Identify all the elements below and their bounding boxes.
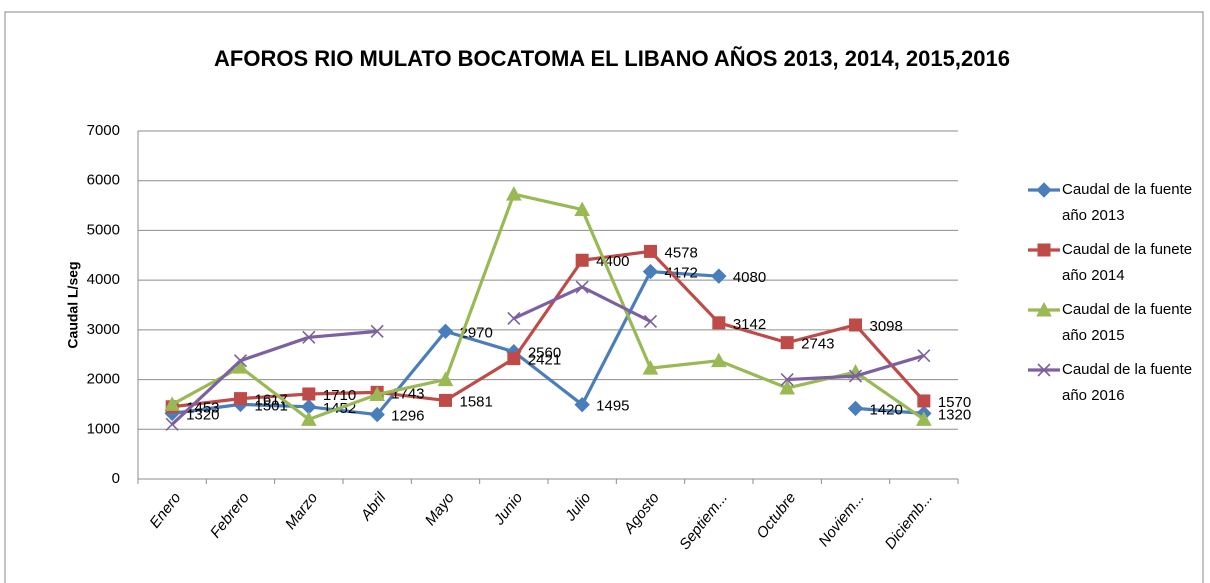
marker (915, 411, 932, 426)
data-label: 1420 (870, 401, 903, 418)
marker (642, 263, 659, 280)
y-tick-label: 3000 (87, 321, 120, 338)
marker (849, 318, 862, 332)
marker (505, 186, 522, 201)
data-label: 1501 (255, 397, 288, 414)
marker (437, 323, 454, 340)
marker (574, 201, 591, 217)
marker (780, 373, 794, 387)
marker (574, 396, 590, 413)
data-label: 1581 (460, 393, 493, 410)
legend-label: Caudal de la fuente año 2015 (1062, 301, 1193, 344)
y-tick-label: 2000 (87, 371, 120, 388)
marker (847, 400, 864, 417)
marker (711, 268, 727, 284)
marker (437, 371, 454, 387)
marker (233, 354, 248, 368)
line (171, 192, 925, 421)
y-axis-title: Caudal L/seg (65, 261, 81, 348)
marker (165, 417, 179, 431)
data-label: 3142 (733, 316, 766, 333)
marker (439, 393, 452, 407)
marker (232, 359, 249, 374)
series (165, 280, 931, 431)
marker (1036, 182, 1052, 198)
marker (710, 352, 727, 368)
marker (1037, 363, 1051, 377)
data-label: 1320 (186, 406, 219, 423)
marker (575, 253, 589, 267)
chart-title: AFOROS RIO MULATO BOCATOMA EL LIBANO AÑO… (214, 46, 1010, 71)
marker (779, 379, 796, 395)
legend-label: Caudal de la fuente año 2016 (1062, 361, 1193, 404)
marker (370, 324, 384, 338)
marker (644, 244, 657, 258)
marker (369, 386, 386, 401)
series (164, 186, 932, 426)
y-tick-label: 4000 (87, 271, 120, 288)
marker (575, 280, 589, 294)
data-label: 1570 (938, 394, 971, 411)
data-label: 1495 (596, 398, 629, 415)
marker (302, 330, 316, 344)
marker (1036, 301, 1052, 317)
data-label: 4080 (733, 269, 766, 286)
marker (300, 411, 317, 426)
y-tick-label: 6000 (87, 172, 120, 189)
data-label: 2560 (528, 345, 561, 362)
data-label: 2970 (460, 324, 493, 341)
y-tick-label: 1000 (87, 420, 120, 437)
marker (917, 349, 931, 363)
marker (780, 336, 794, 350)
marker (848, 369, 863, 383)
marker (234, 392, 247, 406)
marker (642, 360, 659, 375)
marker (369, 406, 385, 423)
data-label: 1320 (938, 406, 971, 423)
y-tick-label: 0 (112, 470, 120, 487)
y-tick-label: 7000 (87, 122, 120, 139)
data-label: 4578 (665, 244, 698, 261)
marker (302, 387, 316, 401)
data-label: 4172 (665, 265, 698, 282)
data-label: 1296 (391, 408, 424, 425)
marker (1037, 243, 1051, 257)
y-tick-label: 5000 (87, 221, 120, 238)
marker (507, 311, 521, 325)
data-label: 2421 (528, 352, 561, 369)
data-label: 2743 (801, 336, 834, 353)
marker (917, 394, 931, 408)
marker (643, 314, 658, 328)
legend-label: Caudal de la fuente año 2013 (1062, 181, 1193, 224)
data-label: 1710 (323, 387, 356, 404)
data-label: 3098 (870, 318, 903, 335)
marker (712, 316, 726, 330)
legend-label: Caudal de la funete año 2014 (1062, 241, 1193, 284)
line (171, 249, 926, 409)
marker (164, 396, 181, 411)
marker (507, 352, 521, 366)
